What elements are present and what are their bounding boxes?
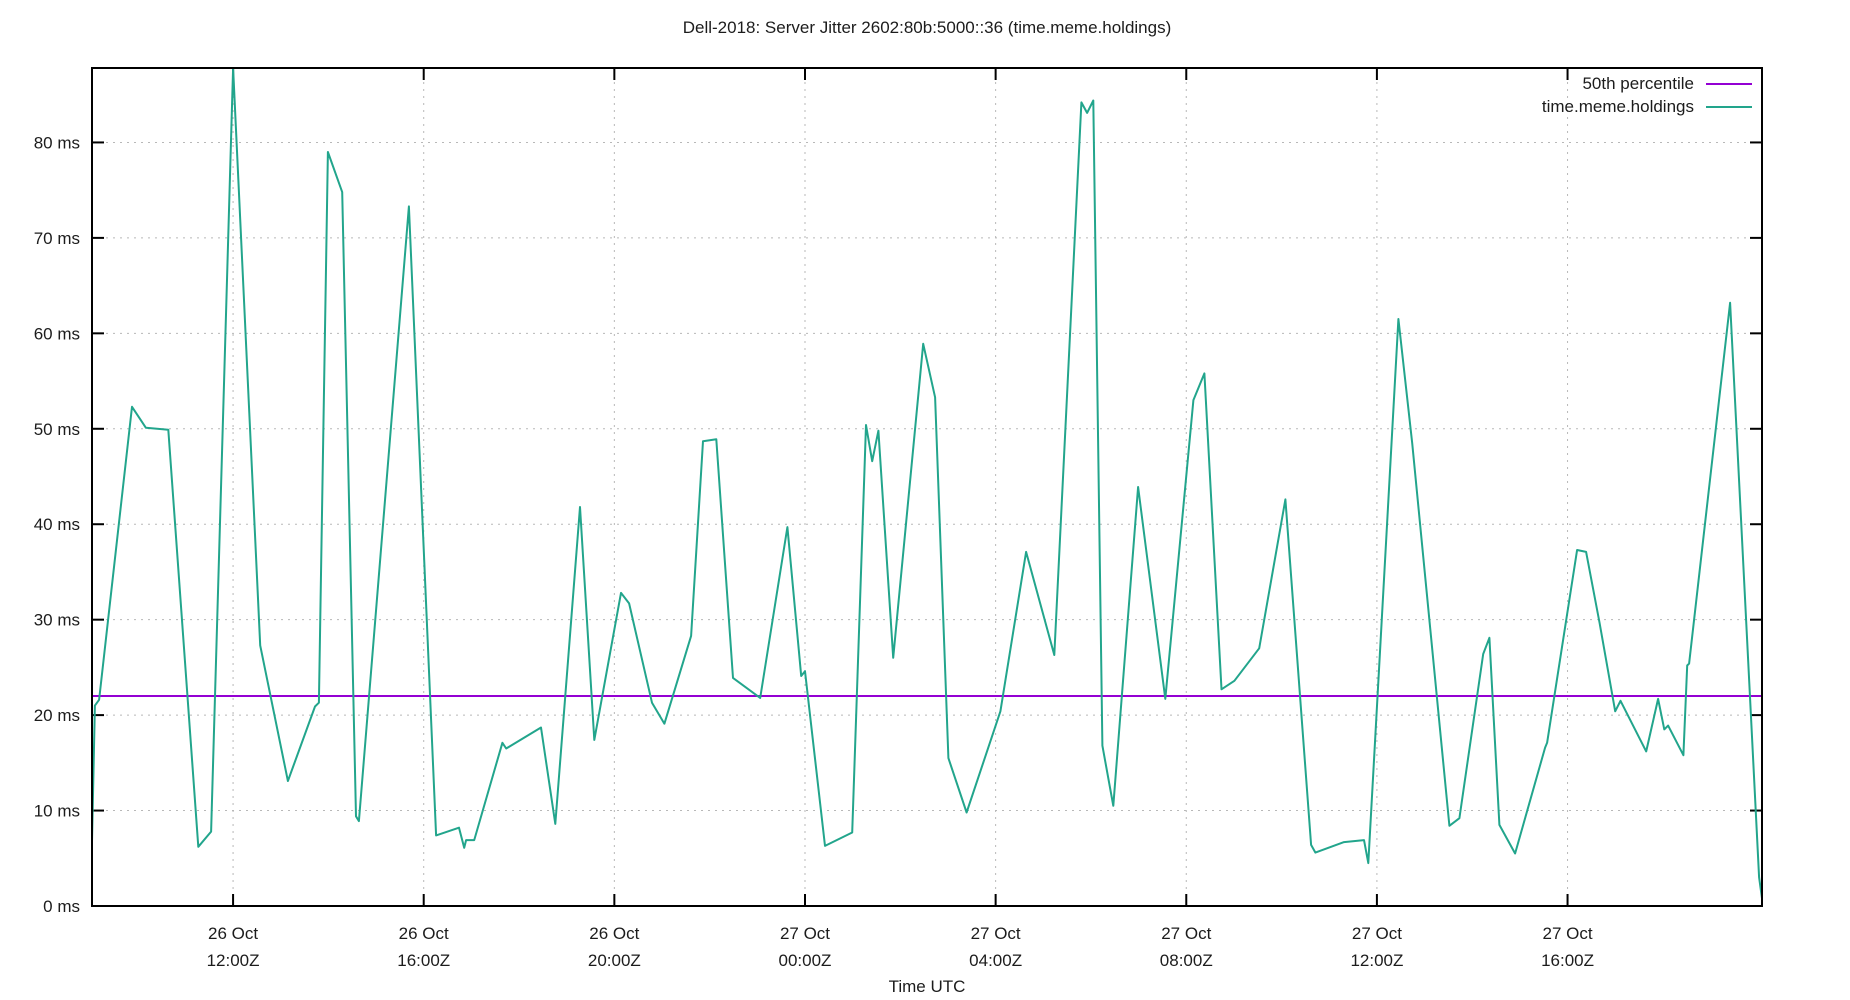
x-tick-label-date: 27 Oct — [780, 924, 830, 943]
y-tick-label: 10 ms — [34, 802, 80, 821]
legend-label-series: time.meme.holdings — [1541, 97, 1694, 116]
y-tick-label: 30 ms — [34, 611, 80, 630]
x-tick-label-time: 12:00Z — [207, 951, 260, 970]
percentile-line-sample — [1706, 83, 1752, 85]
legend-row-percentile: 50th percentile — [1582, 74, 1752, 94]
x-tick-label-date: 26 Oct — [399, 924, 449, 943]
x-tick-label-time: 08:00Z — [1160, 951, 1213, 970]
x-tick-label-time: 16:00Z — [1541, 951, 1594, 970]
x-tick-label-date: 27 Oct — [971, 924, 1021, 943]
x-tick-label-time: 04:00Z — [969, 951, 1022, 970]
y-tick-label: 20 ms — [34, 706, 80, 725]
y-tick-label: 0 ms — [43, 897, 80, 916]
x-tick-label-time: 12:00Z — [1350, 951, 1403, 970]
y-tick-label: 40 ms — [34, 515, 80, 534]
x-tick-label-time: 20:00Z — [588, 951, 641, 970]
y-tick-label: 70 ms — [34, 229, 80, 248]
legend-row-series: time.meme.holdings — [1542, 97, 1752, 117]
x-tick-label-date: 27 Oct — [1543, 924, 1593, 943]
series-line — [91, 67, 1763, 900]
chart-title: Dell-2018: Server Jitter 2602:80b:5000::… — [682, 18, 1172, 37]
x-tick-label-date: 27 Oct — [1352, 924, 1402, 943]
y-tick-label: 80 ms — [34, 133, 80, 152]
y-tick-label: 50 ms — [34, 420, 80, 439]
plot-border — [91, 67, 1763, 907]
series-line-sample — [1706, 106, 1752, 108]
x-axis-title: Time UTC — [888, 977, 966, 996]
x-tick-label-time: 00:00Z — [779, 951, 832, 970]
x-tick-label-time: 16:00Z — [397, 951, 450, 970]
legend-label-percentile: 50th percentile — [1582, 74, 1694, 93]
x-tick-label-date: 27 Oct — [1161, 924, 1211, 943]
x-tick-label-date: 26 Oct — [208, 924, 258, 943]
legend: 50th percentile time.meme.holdings — [1542, 74, 1752, 117]
x-tick-label-date: 26 Oct — [589, 924, 639, 943]
y-tick-label: 60 ms — [34, 324, 80, 343]
